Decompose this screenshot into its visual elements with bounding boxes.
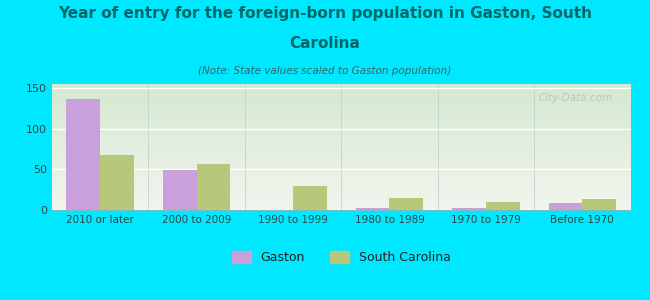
Bar <box>356 208 389 210</box>
Bar <box>452 208 486 210</box>
Text: City-Data.com: City-Data.com <box>539 93 613 103</box>
Bar <box>549 203 582 210</box>
Legend: Gaston, South Carolina: Gaston, South Carolina <box>227 246 456 269</box>
Text: Year of entry for the foreign-born population in Gaston, South: Year of entry for the foreign-born popul… <box>58 6 592 21</box>
Text: Carolina: Carolina <box>289 36 361 51</box>
Bar <box>196 164 230 210</box>
Bar <box>582 199 616 210</box>
Bar <box>389 198 423 210</box>
Bar <box>66 99 100 210</box>
Text: (Note: State values scaled to Gaston population): (Note: State values scaled to Gaston pop… <box>198 66 452 76</box>
Bar <box>100 155 134 210</box>
Bar <box>163 170 196 210</box>
Bar <box>293 186 327 210</box>
Bar <box>486 202 519 210</box>
